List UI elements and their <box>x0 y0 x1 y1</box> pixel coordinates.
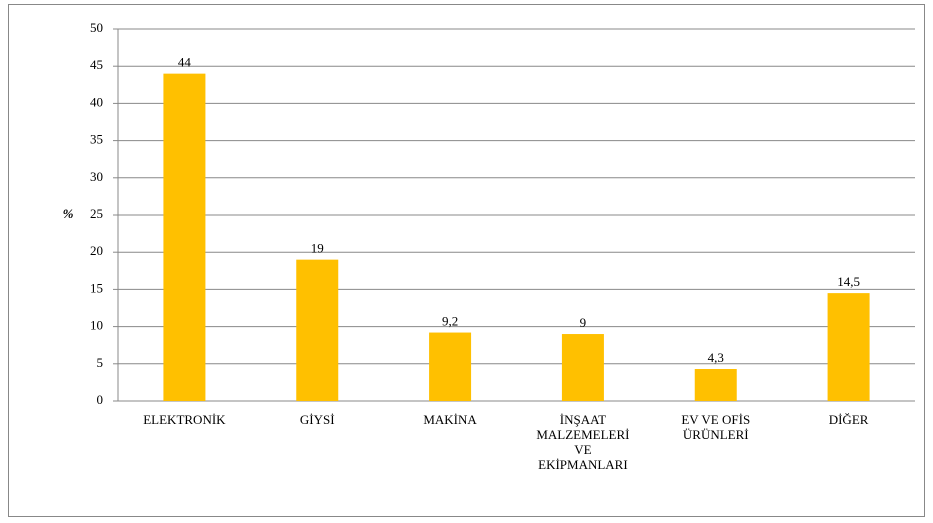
value-label: 9,2 <box>442 314 458 329</box>
bar <box>827 293 870 401</box>
y-tick-label: 45 <box>90 57 103 72</box>
bar <box>561 334 604 401</box>
y-tick-label: 5 <box>97 355 104 370</box>
y-tick-label: 25 <box>90 206 103 221</box>
value-label: 14,5 <box>837 274 860 289</box>
x-tick-label: MAKİNA <box>423 412 477 427</box>
value-label: 19 <box>311 241 324 256</box>
y-tick-label: 35 <box>90 132 103 147</box>
x-tick-label: DİĞER <box>828 412 869 427</box>
y-tick-label: 0 <box>97 392 104 407</box>
x-tick-label: İNŞAAT MALZEMELERİ VE EKİPMANLARI <box>536 412 630 472</box>
x-tick-label: GİYSİ <box>299 412 335 427</box>
value-label: 4,3 <box>708 350 724 365</box>
chart-border <box>8 4 925 517</box>
y-tick-label: 30 <box>90 169 103 184</box>
y-tick-label: 10 <box>90 318 103 333</box>
y-tick-label: 50 <box>90 20 103 35</box>
bar <box>694 369 737 401</box>
y-tick-label: 15 <box>90 280 103 295</box>
x-tick-label: ELEKTRONİK <box>143 412 226 427</box>
y-tick-label: 40 <box>90 94 103 109</box>
bar <box>296 259 339 401</box>
x-tick-label: EV VE OFİS ÜRÜNLERİ <box>681 412 751 442</box>
y-tick-label: 20 <box>90 243 103 258</box>
bar <box>429 332 472 401</box>
y-axis-label: % <box>63 206 74 221</box>
bar <box>163 73 206 401</box>
value-label: 9 <box>580 315 587 330</box>
value-label: 44 <box>178 55 192 70</box>
